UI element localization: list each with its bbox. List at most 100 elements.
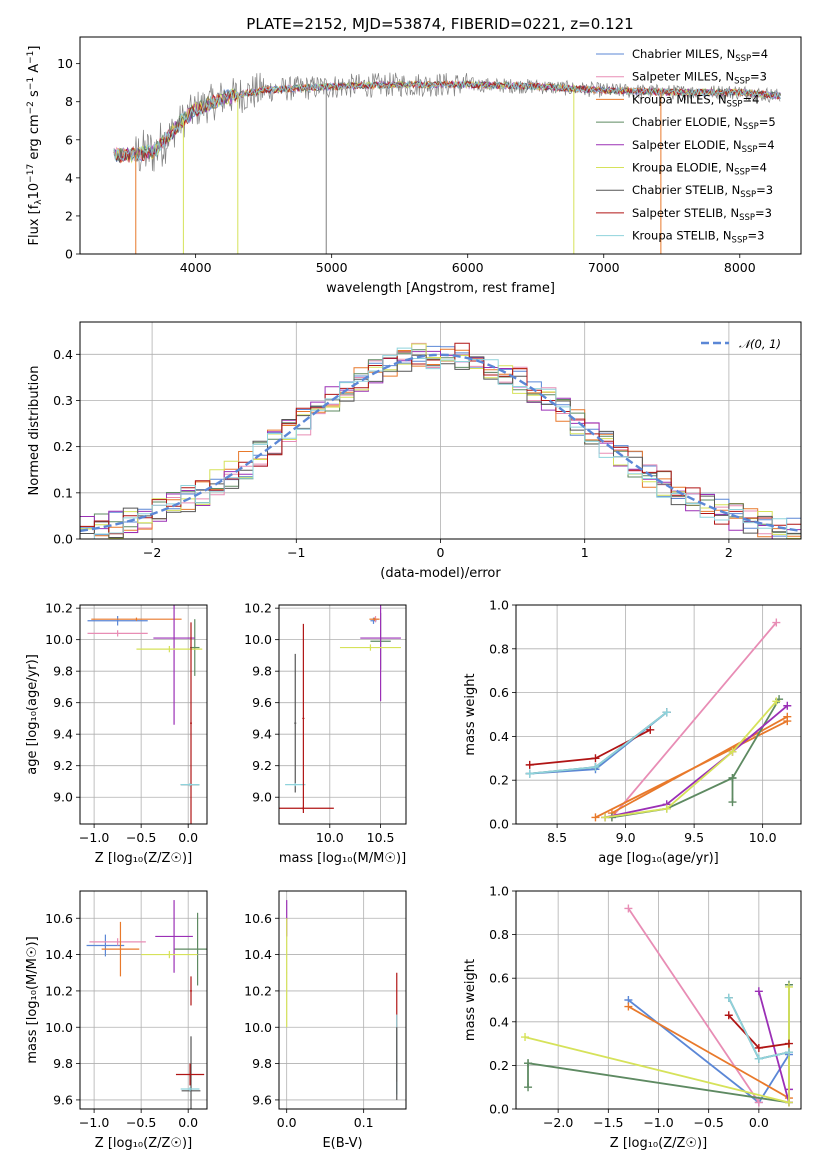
mass-weight-vs-age-marker — [728, 798, 737, 807]
mass-vs-ebv-xtick-label: 0.1 — [354, 1115, 374, 1130]
spectrum-ytick-label: 8 — [65, 94, 73, 109]
mass-weight-vs-age-marker — [601, 813, 610, 822]
age-vs-mass-ytick-label: 9.0 — [252, 790, 272, 805]
mass-vs-Z-ytick-label: 10.6 — [45, 911, 73, 926]
mass-weight-vs-age-marker — [772, 618, 781, 627]
mass-vs-ebv-ytick-label: 10.4 — [244, 947, 272, 962]
mass-weight-vs-Z-xtick-label: −0.5 — [693, 1115, 723, 1130]
age-vs-mass-xtick-label: 10.5 — [367, 830, 395, 845]
mass-weight-vs-Z-marker — [524, 1059, 533, 1068]
mass-weight-vs-Z-plot-area — [521, 904, 793, 1107]
mass-vs-ebv-ytick-label: 10.0 — [244, 1020, 272, 1035]
mass-vs-ebv-frame — [278, 890, 407, 1110]
mass-weight-vs-age-marker — [591, 763, 600, 772]
mass-vs-Z-xlabel: Z [log₁₀(Z/Z☉)] — [95, 1136, 192, 1151]
mass-vs-Z-frame — [79, 890, 208, 1110]
mass-weight-vs-age-ytick-label: 0.0 — [489, 817, 509, 832]
residuals-ylabel: Normed distribution — [27, 366, 42, 496]
mass-vs-ebv-xtick-label: 0.0 — [277, 1115, 297, 1130]
mass-weight-vs-age-marker — [591, 813, 600, 822]
mass-weight-vs-age-series-3 — [611, 715, 788, 814]
age-vs-mass-frame — [278, 604, 407, 825]
panel-mass-weight-vs-age: 8.5 9.0 9.5 10.0 0.0 0.2 0.4 0.6 0.8 1.0 age [log₁… — [463, 598, 802, 866]
mass-vs-ebv-plot-area — [286, 900, 398, 1100]
normal-curve — [80, 353, 801, 533]
residuals-xtick-label: 2 — [725, 545, 733, 560]
mass-weight-vs-age-marker — [772, 697, 781, 706]
residuals-xtick-label: −2 — [143, 545, 161, 560]
spectrum-xlabel: wavelength [Angstrom, rest frame] — [326, 281, 555, 296]
mass-weight-vs-Z-ytick-label: 1.0 — [489, 884, 509, 899]
mass-vs-Z-ylabel: mass [log₁₀(M/M☉)] — [25, 936, 40, 1063]
mass-weight-vs-age-xtick-label: 10.0 — [749, 830, 777, 845]
histogram-step-8 — [80, 347, 801, 539]
mass-weight-vs-age-ytick-label: 1.0 — [489, 598, 509, 613]
residuals-xtick-label: 1 — [581, 545, 589, 560]
age-vs-mass-ytick-label: 10.0 — [244, 632, 272, 647]
mass-weight-vs-Z-xlabel: Z [log₁₀(Z/Z☉)] — [610, 1136, 707, 1151]
mass-vs-ebv-ytick-label: 9.8 — [252, 1056, 272, 1071]
mass-weight-vs-age-series-1 — [611, 621, 777, 818]
mass-vs-Z-plot-area — [86, 900, 207, 1109]
mass-weight-vs-Z-marker — [521, 1033, 530, 1042]
mass-weight-vs-Z-xtick-label: −1.5 — [593, 1115, 623, 1130]
legend-entry-5: Kroupa ELODIE, NSSP=4 — [632, 161, 767, 178]
mass-weight-vs-Z-marker — [754, 1098, 763, 1107]
mass-weight-vs-age-frame — [515, 604, 802, 825]
mass-weight-vs-Z-marker — [524, 1083, 533, 1092]
mass-vs-Z-ytick-label: 10.0 — [45, 1020, 73, 1035]
legend-entry-3: Chabrier ELODIE, NSSP=5 — [632, 115, 776, 132]
histogram-step-2 — [80, 348, 801, 538]
mass-weight-vs-age-series-6 — [604, 705, 788, 819]
mass-weight-vs-age-plot-area — [525, 618, 792, 822]
mass-weight-vs-age-marker — [591, 754, 600, 763]
residuals-ytick-label: 0.2 — [53, 439, 73, 454]
mass-vs-Z-xtick-label: −1.0 — [79, 1115, 109, 1130]
mass-weight-vs-age-xtick-label: 8.5 — [547, 830, 567, 845]
mass-weight-vs-Z-ytick-label: 0.2 — [489, 1058, 509, 1073]
legend-entry-1: Salpeter MILES, NSSP=3 — [632, 70, 767, 87]
mass-weight-vs-age-ytick-label: 0.6 — [489, 685, 509, 700]
mass-weight-vs-age-marker — [728, 747, 737, 756]
legend-entry-normal: 𝒩(0, 1) — [739, 337, 781, 351]
age-vs-mass-plot-area — [279, 605, 401, 813]
panel-age-vs-Z: −1.0 −0.5 0.0 9.0 9.2 9.4 9.6 9.8 10.0 10.2 Z [log… — [25, 601, 208, 866]
mass-vs-Z-ytick-label: 10.4 — [45, 947, 73, 962]
spectrum-xtick-label: 4000 — [180, 260, 212, 275]
mass-weight-vs-Z-marker — [784, 1039, 793, 1048]
age-vs-Z-ytick-label: 9.8 — [53, 664, 73, 679]
legend-entry-4: Salpeter ELODIE, NSSP=4 — [632, 138, 775, 155]
residuals-ytick-label: 0.3 — [53, 393, 73, 408]
spectrum-xtick-label: 8000 — [724, 260, 756, 275]
mass-weight-vs-age-marker — [646, 725, 655, 734]
mass-weight-vs-age-series-7 — [604, 700, 777, 819]
legend-entry-7: Salpeter STELIB, NSSP=3 — [632, 206, 772, 223]
mass-vs-Z-ytick-label: 9.8 — [53, 1056, 73, 1071]
mass-weight-vs-age-marker — [662, 708, 671, 717]
spectrum-ylabel: Flux [fλ10−17 erg cm−2 s−1 A−1] — [26, 46, 44, 246]
mass-weight-vs-Z-ylabel: mass weight — [463, 959, 478, 1041]
age-vs-Z-plot-area — [87, 605, 203, 824]
age-vs-mass-ytick-label: 9.8 — [252, 664, 272, 679]
mass-weight-vs-Z-marker — [784, 1098, 793, 1107]
mass-vs-Z-ytick-label: 10.2 — [45, 983, 73, 998]
residuals-xlabel: (data-model)/error — [380, 566, 501, 581]
spectrum-plot-area — [113, 72, 782, 254]
residuals-xtick-label: −1 — [287, 545, 305, 560]
mass-vs-Z-ytick-label: 9.6 — [53, 1092, 73, 1107]
mass-weight-vs-Z-marker — [784, 1048, 793, 1057]
age-vs-Z-ytick-label: 10.2 — [45, 601, 73, 616]
mass-vs-ebv-xlabel: E(B-V) — [322, 1136, 362, 1151]
residuals-plot-area — [80, 342, 801, 539]
mass-weight-vs-age-ytick-label: 0.2 — [489, 773, 509, 788]
mass-weight-vs-age-xtick-label: 9.5 — [684, 830, 704, 845]
spectrum-xtick-label: 6000 — [452, 260, 484, 275]
age-vs-Z-xtick-label: −1.0 — [79, 830, 109, 845]
mass-weight-vs-Z-ytick-label: 0.6 — [489, 971, 509, 986]
spectrum-ytick-label: 4 — [65, 170, 73, 185]
legend-entry-8: Kroupa STELIB, NSSP=3 — [632, 229, 764, 246]
mass-weight-vs-Z-ytick-label: 0.4 — [489, 1014, 509, 1029]
mass-weight-vs-Z-marker — [624, 1002, 633, 1011]
spectrum-ytick-label: 0 — [65, 247, 73, 262]
